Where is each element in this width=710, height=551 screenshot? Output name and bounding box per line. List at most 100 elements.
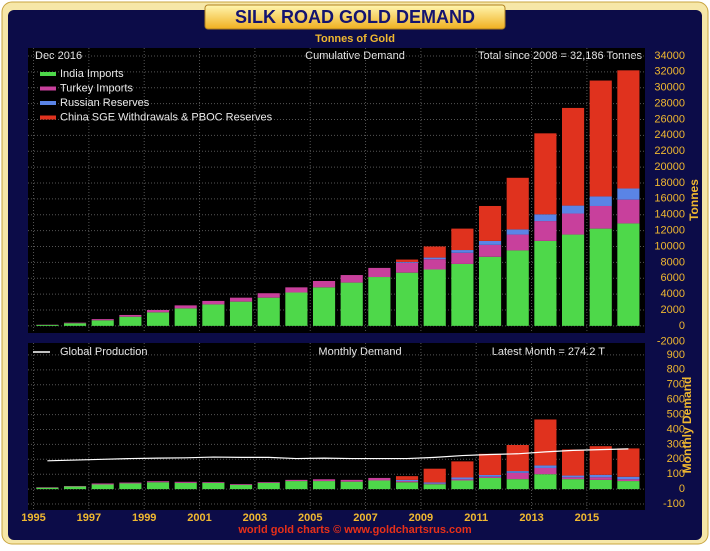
bar — [36, 488, 58, 489]
y-tick-label: 300 — [667, 438, 685, 450]
bar — [562, 108, 584, 206]
bar — [507, 473, 529, 479]
bar — [175, 483, 197, 489]
bar — [590, 206, 612, 229]
bar — [562, 479, 584, 489]
bar — [617, 70, 639, 188]
chart-title: SILK ROAD GOLD DEMAND — [235, 7, 475, 27]
y-tick-label: 8000 — [661, 256, 685, 268]
legend-swatch — [40, 87, 56, 91]
bar — [92, 320, 114, 326]
bar — [313, 481, 335, 489]
bar — [341, 482, 363, 489]
bar — [479, 241, 501, 245]
bar — [396, 480, 418, 481]
bar — [590, 480, 612, 489]
bar — [507, 229, 529, 234]
bar — [451, 253, 473, 264]
bar — [479, 257, 501, 326]
bar — [285, 287, 307, 292]
bar — [562, 477, 584, 479]
y-tick-label: 32000 — [654, 66, 685, 78]
bar — [617, 481, 639, 489]
x-tick-label: 2011 — [464, 512, 488, 524]
bar — [64, 486, 86, 489]
bar — [451, 229, 473, 250]
y-tick-label: 10000 — [654, 240, 685, 252]
bar — [424, 469, 446, 483]
bar — [617, 477, 639, 480]
bar — [341, 283, 363, 326]
bar — [479, 477, 501, 478]
bar — [147, 481, 169, 482]
y-tick-label: 28000 — [654, 97, 685, 109]
bar — [119, 483, 141, 484]
bar — [202, 483, 224, 489]
bar — [534, 214, 556, 221]
bar — [175, 308, 197, 325]
bar — [617, 200, 639, 224]
bar — [202, 482, 224, 483]
bar — [617, 479, 639, 481]
bar — [313, 281, 335, 287]
bar — [562, 214, 584, 235]
bar — [534, 133, 556, 214]
x-tick-label: 2005 — [298, 512, 322, 524]
bar — [562, 449, 584, 475]
x-tick-label: 2001 — [187, 512, 211, 524]
bar — [479, 454, 501, 475]
y-tick-label: 600 — [667, 394, 685, 406]
bar — [534, 221, 556, 241]
y-tick-label: 400 — [667, 423, 685, 435]
bar — [92, 319, 114, 320]
legend-label: Turkey Imports — [60, 82, 133, 94]
y-tick-label: 24000 — [654, 129, 685, 141]
bar — [285, 480, 307, 481]
bar — [424, 484, 446, 485]
bar — [368, 277, 390, 326]
bar — [507, 445, 529, 471]
bar — [562, 235, 584, 326]
bar — [368, 478, 390, 481]
bar — [562, 206, 584, 214]
bar — [590, 446, 612, 475]
bar — [451, 461, 473, 477]
bar — [258, 298, 280, 326]
chart-subtitle: Tonnes of Gold — [315, 33, 395, 45]
bar — [92, 485, 114, 490]
bar — [396, 476, 418, 480]
legend-label: China SGE Withdrawals & PBOC Reserves — [60, 111, 273, 123]
bar — [147, 310, 169, 312]
bar — [534, 419, 556, 465]
x-tick-label: 1997 — [77, 512, 101, 524]
legend-swatch — [40, 101, 56, 105]
bar — [617, 189, 639, 200]
bar — [507, 479, 529, 489]
bar — [424, 246, 446, 257]
y-tick-label: 100 — [667, 468, 685, 480]
y-tick-label: 12000 — [654, 224, 685, 236]
bar — [479, 206, 501, 241]
bar — [507, 471, 529, 473]
bar — [451, 250, 473, 253]
x-tick-label: 2013 — [519, 512, 543, 524]
bar — [479, 478, 501, 489]
y-tick-label: -100 — [663, 498, 685, 510]
bar — [617, 448, 639, 476]
bar — [451, 480, 473, 489]
bar — [396, 482, 418, 489]
bar — [119, 483, 141, 489]
y-tick-label: 14000 — [654, 209, 685, 221]
y-axis-label: Tonnes — [687, 179, 701, 221]
bar — [368, 480, 390, 489]
bar — [590, 196, 612, 206]
bar — [285, 293, 307, 326]
y-tick-label: 16000 — [654, 193, 685, 205]
y-tick-label: 2000 — [661, 304, 685, 316]
x-tick-label: 1999 — [132, 512, 156, 524]
source: world gold charts © www.goldchartsrus.co… — [237, 524, 471, 536]
bar — [313, 479, 335, 481]
bar — [36, 325, 58, 326]
bar — [479, 475, 501, 477]
